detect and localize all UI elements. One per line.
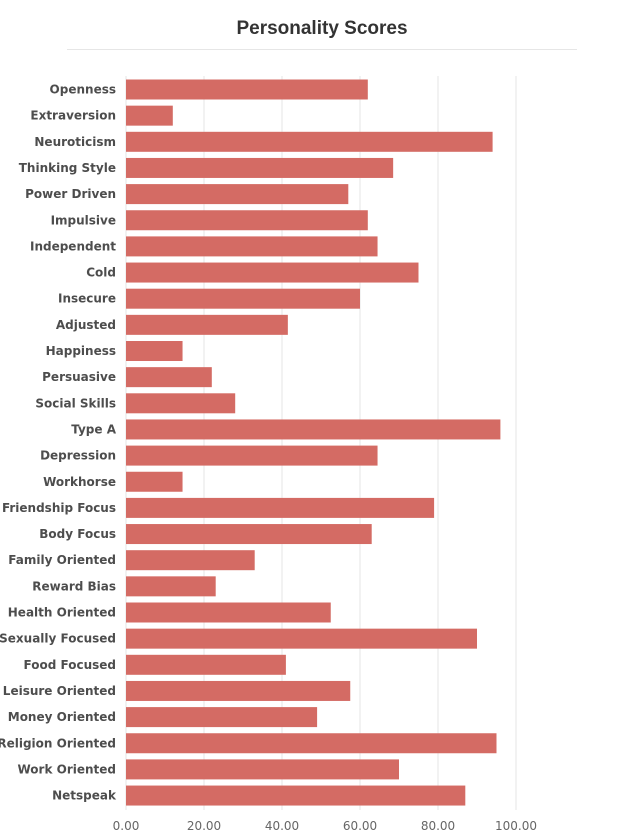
chart-title: Personality Scores [236,18,408,39]
category-label-cold: Cold [86,266,116,280]
category-label-body-focus: Body Focus [39,527,116,541]
category-label-extraversion: Extraversion [30,109,116,123]
x-tick-label-0: 0.00 [113,819,140,833]
category-label-thinking-style: Thinking Style [19,161,116,175]
bar-work-oriented[interactable] [126,759,399,780]
category-label-money-oriented: Money Oriented [8,710,116,724]
category-label-health-oriented: Health Oriented [8,606,116,620]
category-label-friendship-focus: Friendship Focus [2,501,116,515]
category-label-religion-oriented: Religion Oriented [0,736,116,750]
category-label-workhorse: Workhorse [43,475,116,489]
x-tick-label-5: 100.00 [495,819,537,833]
bar-family-oriented[interactable] [126,550,255,571]
category-label-food-focused: Food Focused [24,658,116,672]
x-tick-label-4: 80.00 [421,819,455,833]
bar-insecure[interactable] [126,288,360,309]
category-label-persuasive: Persuasive [42,370,116,384]
bar-happiness[interactable] [126,341,183,361]
category-label-netspeak: Netspeak [52,789,117,803]
title-divider [67,49,577,50]
bar-depression[interactable] [126,445,378,466]
bar-impulsive[interactable] [126,210,368,231]
bar-social-skills[interactable] [126,393,236,414]
bar-netspeak[interactable] [126,785,466,806]
category-label-reward-bias: Reward Bias [32,579,116,593]
bar-openness[interactable] [126,79,368,100]
category-label-impulsive: Impulsive [51,213,116,227]
category-label-social-skills: Social Skills [35,396,116,410]
bar-friendship-focus[interactable] [126,497,435,518]
bar-independent[interactable] [126,236,378,257]
bar-food-focused[interactable] [126,654,286,675]
bar-health-oriented[interactable] [126,602,331,623]
category-label-independent: Independent [30,239,116,253]
category-label-neuroticism: Neuroticism [34,135,116,149]
category-label-depression: Depression [40,449,116,463]
bar-body-focus[interactable] [126,524,372,545]
bar-persuasive[interactable] [126,367,212,388]
bar-leisure-oriented[interactable] [126,680,351,701]
bar-money-oriented[interactable] [126,707,318,728]
bar-cold[interactable] [126,262,419,283]
bar-thinking-style[interactable] [126,157,394,178]
category-label-type-a: Type A [71,422,116,436]
x-tick-label-3: 60.00 [343,819,377,833]
bar-extraversion[interactable] [126,105,173,126]
category-label-openness: Openness [50,83,116,97]
bar-reward-bias[interactable] [126,576,216,597]
x-tick-label-2: 40.00 [265,819,299,833]
category-label-happiness: Happiness [46,344,116,358]
bars [126,79,501,806]
bar-religion-oriented[interactable] [126,733,497,754]
category-label-leisure-oriented: Leisure Oriented [3,684,116,698]
category-labels: Openness Extraversion Neuroticism Thinking … [0,83,117,803]
bar-type-a[interactable] [126,419,501,440]
category-label-work-oriented: Work Oriented [17,762,116,776]
category-label-sexually-focused: Sexually Focused [0,632,116,646]
category-label-family-oriented: Family Oriented [8,553,116,567]
bar-neuroticism[interactable] [126,131,493,152]
bar-adjusted[interactable] [126,314,288,335]
category-label-adjusted: Adjusted [56,318,116,332]
bar-sexually-focused[interactable] [126,628,477,649]
category-label-insecure: Insecure [58,292,116,306]
x-axis-ticks: 0.00 20.00 40.00 60.00 80.00 100.00 [113,819,537,833]
bar-power-driven[interactable] [126,184,349,205]
category-label-power-driven: Power Driven [25,187,116,201]
bar-workhorse[interactable] [126,471,183,492]
x-tick-label-1: 20.00 [187,819,221,833]
